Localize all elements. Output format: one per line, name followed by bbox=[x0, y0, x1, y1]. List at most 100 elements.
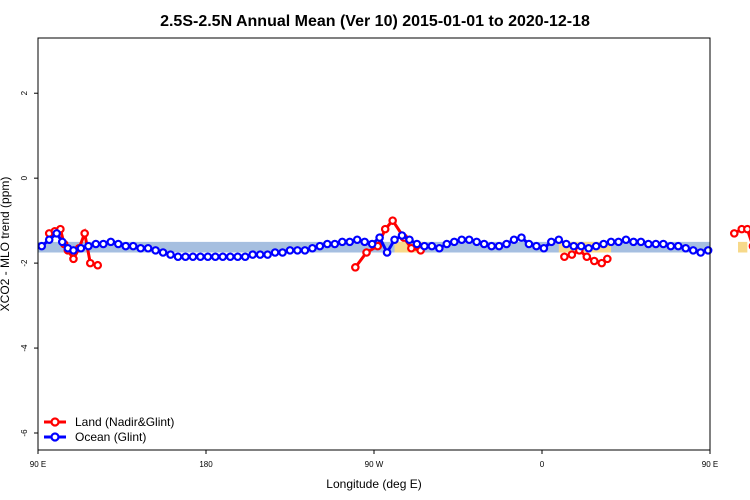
land-point bbox=[589, 256, 599, 266]
ocean-point bbox=[427, 241, 437, 251]
series-layer bbox=[37, 216, 750, 272]
ocean-point bbox=[203, 252, 213, 262]
ocean-point bbox=[248, 250, 257, 259]
ocean-point bbox=[539, 243, 549, 253]
land-point bbox=[582, 252, 592, 262]
ocean-point bbox=[151, 246, 160, 255]
ocean-point bbox=[218, 252, 228, 262]
x-tick-label: 90 E bbox=[30, 460, 46, 469]
ocean-point bbox=[576, 241, 586, 251]
land-point bbox=[80, 229, 89, 238]
ocean-point bbox=[621, 235, 631, 245]
ocean-point bbox=[405, 235, 414, 245]
ocean-point bbox=[278, 248, 287, 257]
ocean-point bbox=[472, 237, 481, 247]
ocean-point bbox=[688, 246, 698, 255]
ocean-point bbox=[143, 243, 153, 253]
ocean-point bbox=[464, 235, 474, 245]
ocean-point bbox=[128, 241, 138, 251]
ocean-point bbox=[644, 239, 653, 249]
ocean-point bbox=[225, 252, 235, 262]
x-tick-label: 90 W bbox=[365, 460, 384, 469]
ocean-point bbox=[412, 239, 422, 249]
x-tick-label: 180 bbox=[199, 460, 213, 469]
ocean-point bbox=[442, 239, 452, 249]
ocean-point bbox=[91, 239, 101, 249]
land-point bbox=[93, 260, 103, 270]
y-tick-label: -2 bbox=[20, 259, 29, 267]
y-tick-label: 2 bbox=[20, 90, 29, 95]
legend-marker bbox=[50, 432, 60, 442]
ocean-point bbox=[84, 241, 93, 251]
ocean-point bbox=[196, 252, 205, 262]
ocean-point bbox=[285, 246, 295, 255]
ocean-point bbox=[57, 237, 67, 247]
land-point bbox=[603, 254, 612, 264]
ocean-point bbox=[502, 239, 511, 249]
y-axis: 2 0 -2 -4 -6 bbox=[20, 90, 38, 437]
land-band bbox=[738, 241, 748, 253]
ocean-point bbox=[188, 252, 198, 262]
ocean-point bbox=[323, 239, 332, 249]
ocean-point bbox=[681, 243, 691, 253]
ocean-point bbox=[300, 246, 310, 255]
ocean-point bbox=[517, 233, 526, 242]
ocean-point bbox=[457, 235, 467, 245]
legend: Land (Nadir&Glint)Ocean (Glint) bbox=[44, 415, 174, 444]
ocean-point bbox=[121, 241, 131, 251]
land-point bbox=[567, 250, 577, 259]
land-point bbox=[69, 254, 78, 264]
land-point bbox=[351, 263, 360, 272]
land-point bbox=[743, 224, 750, 234]
land-point bbox=[560, 252, 569, 262]
ocean-point bbox=[591, 241, 601, 251]
ocean-point bbox=[315, 241, 325, 251]
ocean-point bbox=[330, 239, 340, 249]
ocean-point bbox=[487, 241, 496, 251]
ocean-point bbox=[569, 241, 579, 251]
ocean-point bbox=[293, 246, 302, 255]
ocean-point bbox=[181, 252, 190, 262]
ocean-point bbox=[345, 237, 355, 247]
y-tick-label: 0 bbox=[20, 175, 29, 180]
x-tick-label: 90 E bbox=[702, 460, 718, 469]
x-tick-label: 0 bbox=[540, 460, 545, 469]
ocean-point bbox=[211, 252, 220, 262]
ocean-point bbox=[382, 248, 392, 257]
ocean-point bbox=[606, 237, 616, 247]
land-point bbox=[362, 248, 371, 257]
land-point bbox=[85, 258, 95, 268]
land-point bbox=[380, 224, 390, 234]
ocean-point bbox=[651, 239, 661, 249]
ocean-point bbox=[113, 239, 123, 249]
ocean-point bbox=[308, 243, 317, 253]
ocean-point bbox=[233, 252, 243, 262]
ocean-point bbox=[337, 237, 347, 247]
ocean-point bbox=[390, 235, 399, 245]
ocean-point bbox=[673, 241, 683, 251]
ocean-point bbox=[479, 239, 489, 249]
ocean-point bbox=[397, 231, 407, 240]
ocean-point bbox=[614, 237, 623, 247]
legend-label: Land (Nadir&Glint) bbox=[75, 415, 174, 429]
ocean-point bbox=[173, 252, 183, 262]
ocean-point bbox=[509, 235, 519, 245]
ocean-point bbox=[554, 235, 564, 245]
y-tick-label: -4 bbox=[20, 344, 29, 352]
ocean-point bbox=[69, 246, 78, 255]
ocean-point bbox=[636, 237, 646, 247]
ocean-point bbox=[367, 239, 377, 249]
ocean-point bbox=[255, 250, 265, 259]
ocean-point bbox=[76, 243, 86, 253]
y-axis-label: XCO2 - MLO trend (ppm) bbox=[0, 177, 12, 312]
ocean-point bbox=[44, 235, 54, 245]
ocean-point bbox=[352, 235, 362, 245]
ocean-point bbox=[696, 248, 705, 257]
y-tick-label: -6 bbox=[20, 429, 29, 437]
ocean-point bbox=[435, 243, 444, 253]
ocean-point bbox=[547, 237, 556, 247]
ocean-point bbox=[629, 237, 638, 247]
x-axis: 90 E 180 90 W 0 90 E bbox=[30, 450, 718, 469]
ocean-point bbox=[263, 250, 272, 259]
